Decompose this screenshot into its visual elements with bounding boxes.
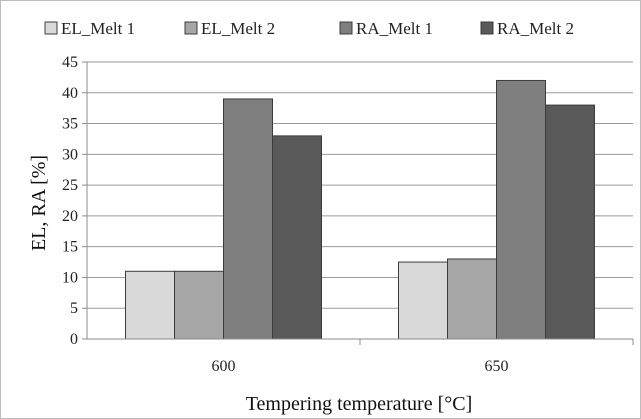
legend-swatch-ra_melt-1 <box>339 21 353 35</box>
bar-el_melt-1-650 <box>398 261 448 340</box>
x-tick-label-650: 650 <box>485 358 509 375</box>
y-tick-label-30: 30 <box>62 146 78 163</box>
bars <box>125 79 595 340</box>
x-axis-title: Tempering temperature [°C] <box>246 393 473 415</box>
bar-el_melt-2-600 <box>174 270 224 340</box>
legend: EL_Melt 1 EL_Melt 2 RA_Melt 1 RA_Melt 2 <box>44 19 574 38</box>
y-tick-label-0: 0 <box>70 331 78 348</box>
x-tick-label-600: 600 <box>212 358 236 375</box>
y-tick-label-25: 25 <box>62 177 78 194</box>
y-tick-label-15: 15 <box>62 239 78 256</box>
bar-ra_melt-2-600 <box>272 135 322 340</box>
bar-ra_melt-2-650 <box>545 104 595 340</box>
x-tick-labels: 600 650 <box>212 339 634 375</box>
y-tick-label-20: 20 <box>62 208 78 225</box>
y-tick-label-40: 40 <box>62 85 78 102</box>
legend-label-el_melt-2: EL_Melt 2 <box>201 19 275 38</box>
bar-el_melt-2-650 <box>447 258 497 340</box>
bar-ra_melt-1-600 <box>223 98 273 340</box>
y-tick-label-35: 35 <box>62 116 78 133</box>
legend-label-ra_melt-2: RA_Melt 2 <box>497 19 574 38</box>
y-axis-title: EL, RA [%] <box>28 155 50 251</box>
bar-el_melt-1-600 <box>125 270 175 340</box>
legend-label-el_melt-1: EL_Melt 1 <box>61 19 135 38</box>
legend-swatch-el_melt-1 <box>44 21 58 35</box>
legend-label-ra_melt-1: RA_Melt 1 <box>356 19 433 38</box>
legend-swatch-ra_melt-2 <box>480 21 494 35</box>
legend-swatch-el_melt-2 <box>184 21 198 35</box>
y-tick-labels: 0 5 10 15 20 25 30 35 40 45 <box>62 54 78 348</box>
y-tick-label-10: 10 <box>62 269 78 286</box>
y-tick-label-5: 5 <box>70 300 78 317</box>
y-tick-label-45: 45 <box>62 54 78 71</box>
bar-ra_melt-1-650 <box>496 79 546 340</box>
